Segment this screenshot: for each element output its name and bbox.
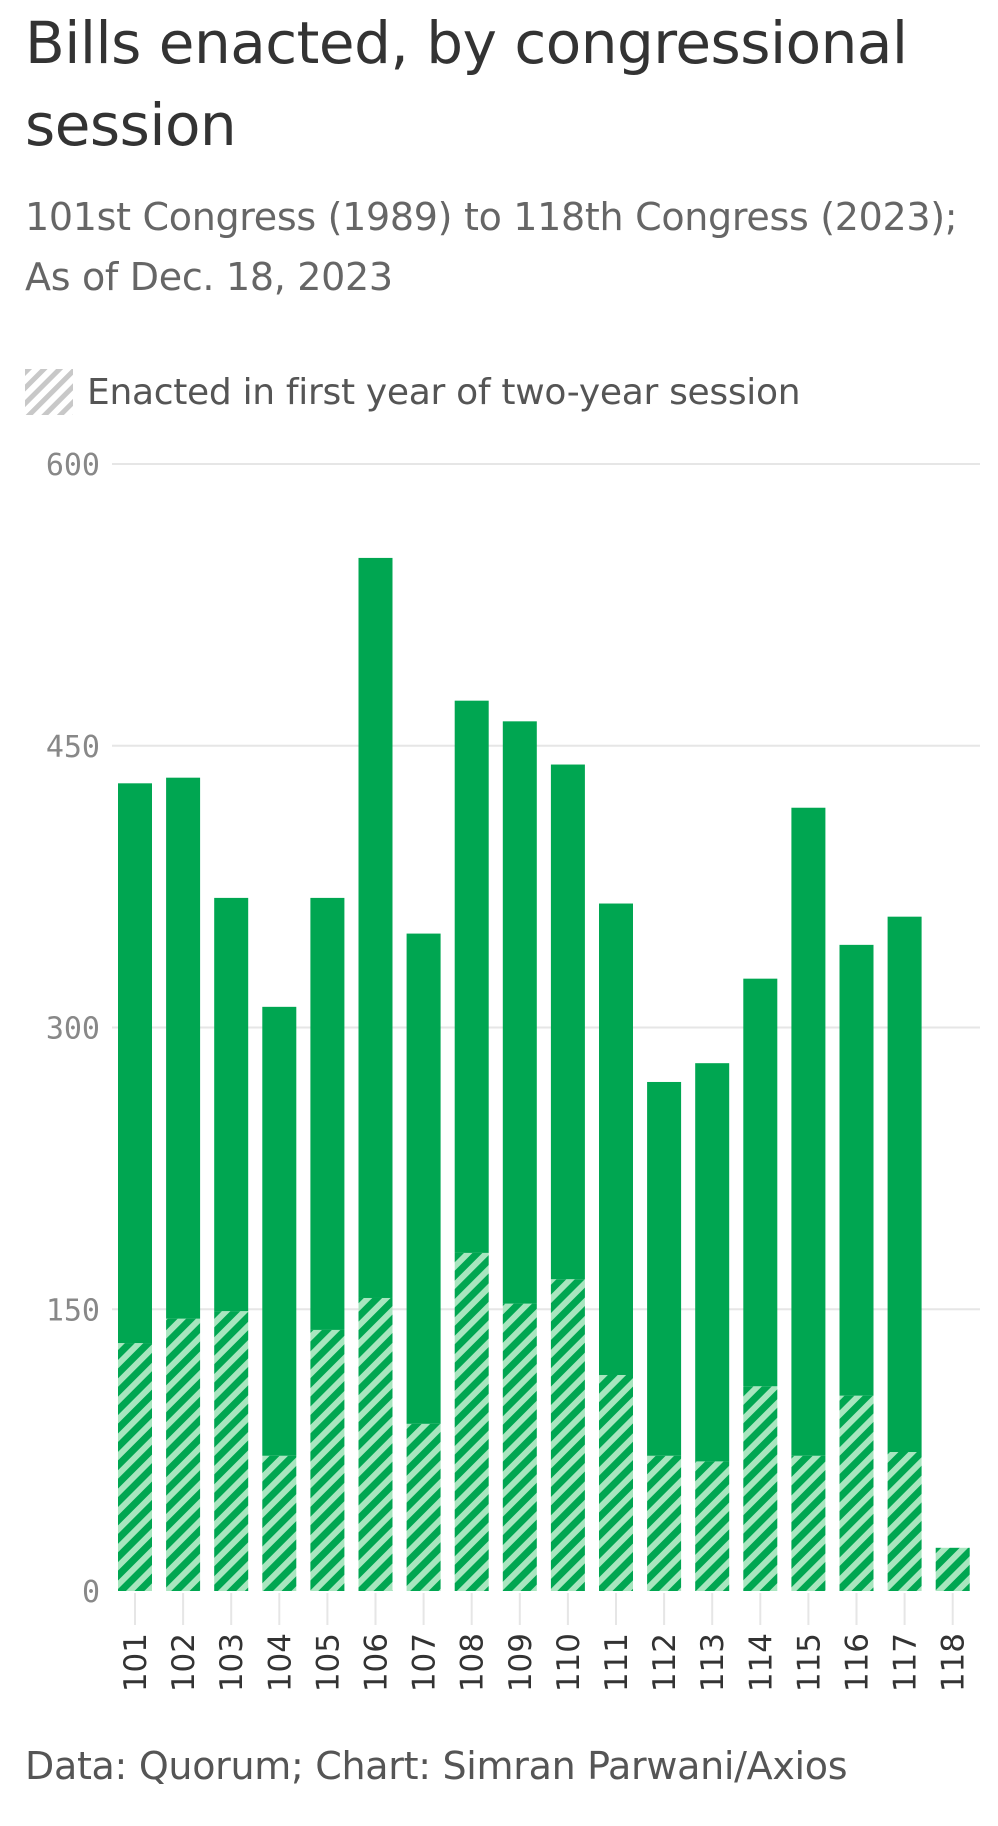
bar-segment-second-year xyxy=(695,1063,730,1462)
x-tick-label: 102 xyxy=(166,1633,202,1692)
bar-segment-second-year xyxy=(118,783,152,1344)
bar-segment-second-year xyxy=(502,721,537,1304)
bar-segment-first-year xyxy=(887,1452,922,1591)
bar-segment-first-year xyxy=(695,1461,730,1591)
y-tick-label: 600 xyxy=(46,448,100,483)
bar-segment-second-year xyxy=(262,1006,297,1456)
bar-segment-second-year xyxy=(214,897,249,1312)
x-tick-label: 101 xyxy=(118,1633,154,1692)
x-tick-label: 111 xyxy=(599,1633,635,1692)
bar-segment-second-year xyxy=(839,944,874,1396)
gridlines xyxy=(112,463,980,1625)
bar-segment-first-year xyxy=(214,1311,249,1591)
bar-segment-second-year xyxy=(791,807,826,1456)
x-tick-label: 110 xyxy=(551,1633,587,1692)
axis-labels: 0 150 300 450 600 101 102 103 104 105 106 107 108 109… xyxy=(46,448,972,1692)
x-tick-label: 115 xyxy=(791,1633,827,1692)
bar-segment-first-year xyxy=(358,1297,393,1591)
source-credit: Data: Quorum; Chart: Simran Parwani/Axio… xyxy=(25,1744,848,1788)
x-tick-label: 118 xyxy=(936,1633,972,1692)
x-tick-label: 112 xyxy=(647,1633,683,1692)
bar-segment-first-year xyxy=(935,1547,970,1591)
bars xyxy=(118,557,970,1591)
bar-segment-second-year xyxy=(166,777,201,1319)
x-tick-label: 108 xyxy=(455,1633,491,1692)
y-tick-label: 450 xyxy=(46,730,100,765)
x-tick-label: 106 xyxy=(359,1633,395,1692)
chart-subtitle: 101st Congress (1989) to 118th Congress … xyxy=(25,195,958,299)
bar-segment-second-year xyxy=(743,978,778,1387)
bar-segment-first-year xyxy=(262,1455,297,1591)
bar-segment-second-year xyxy=(454,700,489,1253)
bar-segment-first-year xyxy=(839,1395,874,1591)
bar-segment-first-year xyxy=(743,1386,778,1591)
x-tick-label: 104 xyxy=(262,1633,298,1692)
x-tick-label: 105 xyxy=(310,1633,346,1692)
bar-segment-first-year xyxy=(406,1423,441,1591)
x-tick-label: 117 xyxy=(888,1633,924,1692)
bar-segment-second-year xyxy=(358,557,393,1298)
y-tick-label: 300 xyxy=(46,1012,100,1047)
bar-segment-second-year xyxy=(647,1081,682,1456)
x-tick-label: 107 xyxy=(407,1633,443,1692)
bar-segment-first-year xyxy=(118,1343,152,1591)
bar-segment-second-year xyxy=(406,933,441,1424)
bar-segment-second-year xyxy=(310,897,345,1330)
y-tick-label: 0 xyxy=(82,1575,100,1610)
legend-label: Enacted in first year of two-year sessio… xyxy=(87,371,801,413)
bar-segment-first-year xyxy=(599,1374,633,1591)
bar-segment-first-year xyxy=(310,1329,345,1591)
x-tick-label: 116 xyxy=(840,1633,876,1692)
bar-segment-first-year xyxy=(502,1303,537,1591)
legend-hatch-swatch xyxy=(25,369,73,415)
bar-segment-second-year xyxy=(599,903,633,1375)
bar-segment-second-year xyxy=(887,916,922,1453)
x-tick-label: 113 xyxy=(695,1633,731,1692)
x-tick-label: 103 xyxy=(214,1633,250,1692)
bar-segment-first-year xyxy=(791,1455,826,1591)
legend: Enacted in first year of two-year sessio… xyxy=(25,368,801,416)
bar-chart: 0 150 300 450 600 101 102 103 104 105 106 107 108 109… xyxy=(46,448,980,1692)
bar-segment-first-year xyxy=(454,1252,489,1591)
bar-segment-first-year xyxy=(647,1455,682,1591)
x-tick-label: 114 xyxy=(743,1633,779,1692)
x-tick-label: 109 xyxy=(503,1633,539,1692)
chart-title: Bills enacted, by congressional session xyxy=(25,9,908,159)
y-tick-label: 150 xyxy=(46,1293,100,1328)
bar-segment-first-year xyxy=(550,1279,585,1591)
bar-segment-first-year xyxy=(166,1318,201,1591)
bar-segment-second-year xyxy=(550,764,585,1280)
